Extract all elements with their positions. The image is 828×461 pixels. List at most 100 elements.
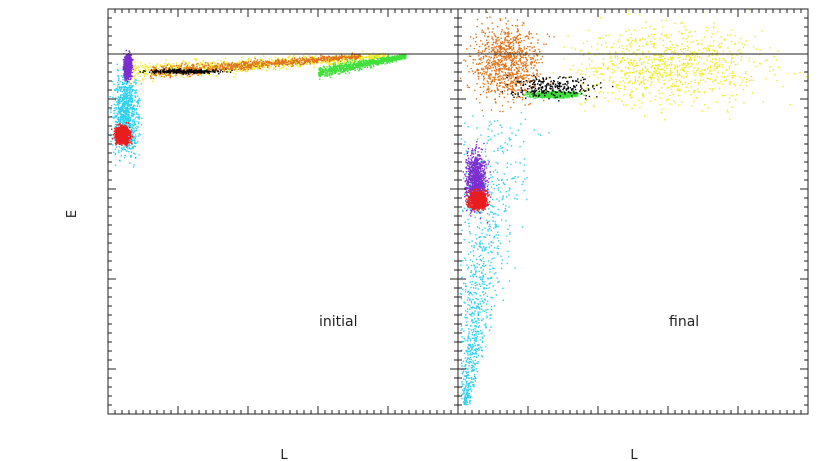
data-point [153, 72, 156, 74]
data-point [264, 63, 266, 65]
data-point [173, 68, 176, 71]
data-point [341, 55, 343, 57]
data-point [133, 67, 135, 69]
data-point [207, 67, 210, 69]
data-point [315, 55, 317, 57]
data-point [120, 116, 122, 119]
data-point [232, 64, 234, 67]
data-point [314, 56, 316, 59]
data-point [203, 66, 205, 69]
data-point [194, 68, 196, 71]
data-point [129, 98, 131, 100]
data-point [282, 66, 285, 68]
data-point [392, 57, 395, 59]
data-point [211, 65, 213, 67]
data-point [248, 64, 251, 67]
data-point [274, 68, 277, 71]
data-point [129, 139, 131, 142]
data-point [125, 49, 127, 52]
data-point [195, 59, 197, 62]
data-point [198, 73, 201, 75]
data-point [200, 73, 202, 75]
data-point [128, 50, 130, 52]
data-point [120, 90, 122, 92]
data-point [116, 69, 119, 71]
data-point [198, 64, 200, 66]
data-point [295, 63, 297, 65]
data-point [128, 120, 130, 123]
data-point [162, 75, 164, 78]
data-point [315, 58, 317, 60]
data-point [350, 67, 352, 69]
data-point [270, 62, 272, 65]
data-point [262, 60, 265, 63]
data-point [120, 106, 122, 109]
data-point [235, 62, 237, 64]
data-point [361, 62, 363, 65]
data-point [131, 123, 134, 126]
data-point [211, 62, 213, 64]
data-point [193, 58, 196, 60]
data-point [322, 60, 325, 63]
data-point [227, 66, 229, 68]
data-point [359, 56, 362, 59]
data-point [345, 63, 347, 65]
data-point [124, 75, 126, 77]
data-point [124, 100, 126, 103]
data-point [126, 57, 128, 59]
data-point [170, 70, 172, 72]
data-point [117, 107, 119, 109]
data-point [344, 72, 347, 75]
data-point [179, 70, 181, 73]
data-point [226, 65, 228, 67]
data-point [212, 61, 214, 63]
data-point [380, 60, 382, 62]
data-point [129, 124, 132, 126]
data-point [336, 69, 338, 72]
data-point [186, 74, 189, 77]
data-point [320, 73, 322, 75]
data-point [117, 113, 119, 116]
data-point [331, 74, 333, 76]
data-point [175, 66, 177, 69]
data-point [122, 148, 124, 151]
data-point [268, 65, 270, 68]
data-point [217, 65, 219, 68]
data-point [368, 55, 370, 57]
data-point [319, 78, 321, 80]
data-point [140, 65, 142, 67]
data-point [263, 66, 265, 69]
data-point [374, 63, 377, 65]
data-point [125, 70, 127, 72]
data-point [152, 72, 154, 75]
data-point [130, 62, 132, 64]
data-point [365, 59, 367, 61]
data-point [123, 121, 126, 124]
data-point [288, 55, 291, 57]
data-point [120, 100, 122, 102]
data-point [327, 59, 330, 61]
data-point [130, 69, 132, 71]
data-point [226, 62, 228, 64]
data-point [148, 71, 151, 73]
data-point [361, 66, 364, 68]
data-point [183, 76, 185, 79]
data-point [398, 55, 400, 58]
data-point [173, 69, 175, 71]
data-point [288, 63, 290, 65]
data-point [189, 75, 191, 77]
data-point [307, 58, 309, 61]
data-point [313, 61, 315, 64]
data-point [203, 65, 206, 68]
data-point [374, 56, 376, 58]
data-point [136, 105, 138, 107]
data-point [395, 56, 397, 58]
data-point [315, 59, 318, 61]
data-point [208, 72, 210, 74]
data-point [128, 117, 130, 119]
data-point [354, 55, 356, 58]
data-point [133, 140, 135, 142]
data-point [391, 61, 393, 63]
data-point [144, 73, 146, 75]
data-point [188, 76, 190, 78]
